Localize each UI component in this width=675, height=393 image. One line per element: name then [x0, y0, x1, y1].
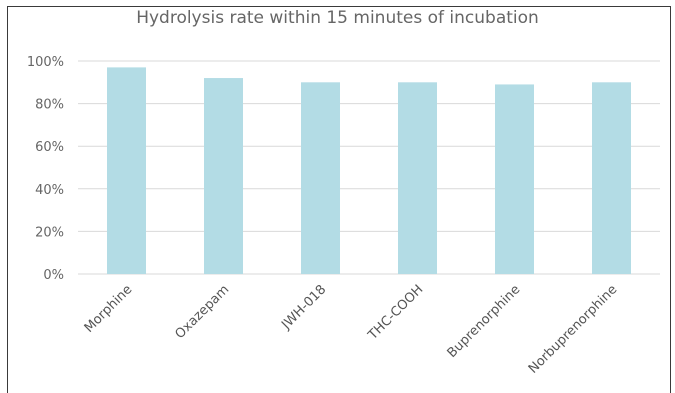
y-tick-label: 100% [27, 55, 64, 70]
bar-norbuprenorphine [592, 82, 631, 274]
x-category-label: JWH-018 [278, 282, 329, 333]
chart-title: Hydrolysis rate within 15 minutes of inc… [136, 8, 539, 28]
bar-jwh-018 [301, 82, 340, 274]
y-tick-label: 0% [43, 268, 64, 283]
y-tick-label: 80% [35, 98, 64, 113]
bar-oxazepam [204, 78, 243, 274]
x-category-label: Norbuprenorphine [526, 282, 621, 377]
bar-morphine [107, 67, 146, 274]
y-tick-label: 40% [35, 183, 64, 198]
bar-buprenorphine [495, 84, 534, 275]
bar-thc-cooh [398, 82, 437, 274]
y-tick-label: 60% [35, 140, 64, 155]
y-tick-label: 20% [35, 225, 64, 240]
x-category-label: Buprenorphine [445, 282, 524, 361]
x-category-label: Morphine [82, 282, 136, 336]
x-category-label: Oxazepam [173, 282, 233, 342]
x-category-label: THC-COOH [365, 282, 426, 343]
